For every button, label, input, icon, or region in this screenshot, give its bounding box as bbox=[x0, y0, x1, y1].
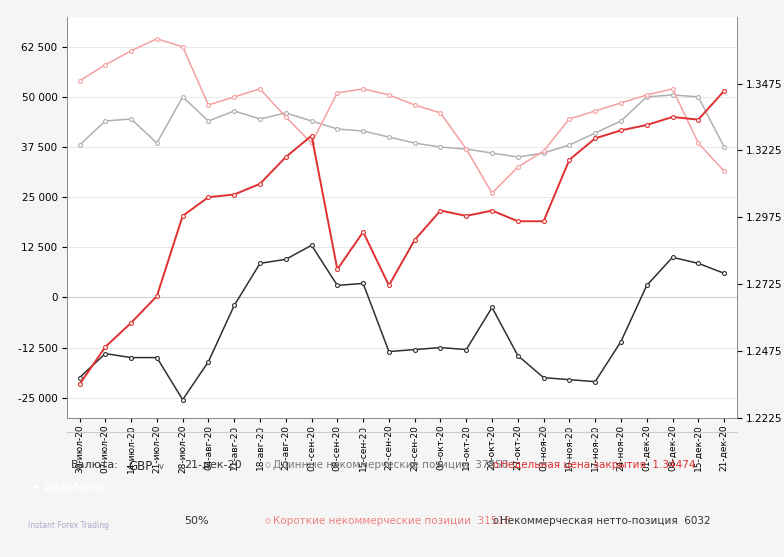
Text: Валюта:: Валюта: bbox=[71, 460, 118, 470]
Text: Некоммерческая нетто-позиция  6032: Некоммерческая нетто-позиция 6032 bbox=[500, 516, 711, 526]
Text: o: o bbox=[265, 516, 270, 526]
Text: v: v bbox=[159, 462, 164, 471]
Text: o: o bbox=[492, 516, 498, 526]
Text: 21-дек-20: 21-дек-20 bbox=[184, 460, 242, 470]
Text: Короткие некоммерческие позиции  31518: Короткие некоммерческие позиции 31518 bbox=[273, 516, 510, 526]
Text: Длинные некоммерческие позиции  37550: Длинные некоммерческие позиции 37550 bbox=[273, 460, 508, 470]
Text: Недельная цена закрытия  1.34474: Недельная цена закрытия 1.34474 bbox=[500, 460, 695, 470]
Text: Instant Forex Trading: Instant Forex Trading bbox=[28, 521, 109, 530]
Text: GBP: GBP bbox=[129, 460, 153, 473]
Text: o: o bbox=[492, 460, 498, 470]
Text: o: o bbox=[265, 460, 270, 470]
Text: ✦ instaforex: ✦ instaforex bbox=[32, 483, 105, 493]
Text: 50%: 50% bbox=[184, 516, 209, 526]
